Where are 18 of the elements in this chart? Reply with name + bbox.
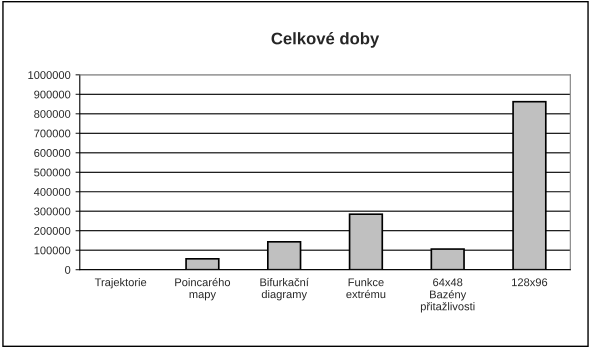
x-tick-label: 128x96 [512, 278, 548, 286]
x-tick-label: Funkce extrému [346, 278, 386, 298]
y-tick-label: 900000 [34, 90, 70, 98]
x-tick-label: Trajektorie [94, 278, 146, 288]
y-tick-label: 1000000 [28, 71, 70, 79]
y-tick-label: 400000 [34, 188, 70, 196]
x-tick-label: Poincarého mapy [175, 278, 230, 300]
x-tick-label: Bifurkační diagramy [260, 278, 309, 300]
y-tick-label: 300000 [34, 208, 70, 216]
y-tick-label: 0 [65, 266, 70, 274]
y-tick-label: 800000 [34, 110, 70, 118]
y-tick-label: 700000 [34, 130, 70, 138]
y-tick-label: 200000 [34, 226, 70, 235]
y-tick-label: 100000 [34, 246, 70, 254]
y-tick-label: 600000 [34, 149, 70, 157]
y-tick-label: 500000 [34, 168, 70, 176]
x-tick-label: 64x48 Bazény přitažlivosti [420, 278, 474, 313]
chart-title: Celkové doby [272, 32, 380, 48]
